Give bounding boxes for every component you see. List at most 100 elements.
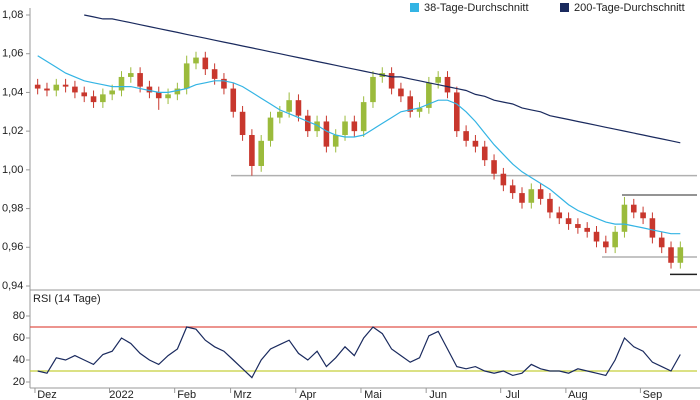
rsi-title: RSI (14 Tage) <box>33 293 101 305</box>
candle-body <box>407 96 414 112</box>
candle-body <box>481 146 488 161</box>
candle-body <box>575 224 581 228</box>
candle-body <box>463 131 469 141</box>
x-tick-label: 2022 <box>109 389 133 400</box>
candle-body <box>370 76 376 103</box>
candle-body <box>277 111 283 118</box>
candle-body <box>314 121 320 132</box>
candle-body <box>603 241 609 248</box>
candle-body <box>109 90 115 95</box>
candle-body <box>286 100 292 112</box>
candle-body <box>230 88 237 112</box>
y-tick-label: 40 <box>13 354 25 366</box>
candle-body <box>621 204 628 232</box>
candle-body <box>593 231 600 242</box>
candle-body <box>239 111 246 136</box>
candle-body <box>332 135 339 147</box>
line-series <box>37 326 681 379</box>
candle-body <box>426 82 432 108</box>
candle-body <box>519 193 525 203</box>
candle-body <box>323 121 330 147</box>
candle-body <box>128 73 134 77</box>
candle-body <box>556 212 563 219</box>
candle-body <box>649 218 656 238</box>
candle-body <box>388 73 395 89</box>
candle-body <box>630 204 637 213</box>
candle-body <box>118 76 125 91</box>
candle-body <box>211 69 218 79</box>
x-tick-label: Feb <box>177 389 196 400</box>
y-tick-label: 1,06 <box>2 48 23 60</box>
candle-body <box>677 247 684 263</box>
candle-body <box>258 140 264 166</box>
candle-body <box>528 189 535 203</box>
y-tick-label: 1,02 <box>2 125 23 137</box>
line-series <box>84 14 681 144</box>
candle-body <box>267 117 274 141</box>
candle-body <box>81 92 88 97</box>
y-tick-label: 0,96 <box>2 241 23 253</box>
candle-body <box>249 135 255 166</box>
candle-body <box>658 237 665 248</box>
candle-body <box>472 140 479 147</box>
candle-body <box>295 100 302 116</box>
y-tick-label: 60 <box>13 332 25 344</box>
y-tick-label: 1,08 <box>2 9 23 21</box>
candle-body <box>509 185 516 194</box>
y-tick-label: 1,00 <box>2 164 23 176</box>
candle-body <box>44 88 50 91</box>
candle-body <box>34 84 41 89</box>
y-tick-label: 0,98 <box>2 202 23 214</box>
y-tick-label: 0,94 <box>2 280 23 292</box>
candle-body <box>90 96 97 103</box>
legend-label: 200-Tage-Durchschnitt <box>574 2 685 14</box>
candle-body <box>537 189 544 199</box>
candle-body <box>351 121 358 132</box>
legend-label: 38-Tage-Durchschnitt <box>424 2 529 14</box>
x-tick-label: Aug <box>568 389 588 400</box>
x-tick-label: Jul <box>506 389 520 400</box>
candle-body <box>193 57 199 64</box>
y-tick-label: 20 <box>13 376 25 388</box>
candle-body <box>640 212 646 219</box>
y-tick-label: 1,04 <box>2 86 23 98</box>
candle-body <box>416 107 423 112</box>
candle-body <box>174 88 181 95</box>
x-tick-label: Jun <box>429 389 447 400</box>
legend-swatch <box>410 3 419 12</box>
x-tick-label: Mai <box>364 389 382 400</box>
candle-body <box>137 73 143 87</box>
x-tick-label: Mrz <box>233 389 251 400</box>
candle-body <box>612 231 618 248</box>
candle-body <box>500 173 507 186</box>
candle-body <box>491 160 497 174</box>
candle-body <box>360 102 367 132</box>
candle-body <box>444 76 451 93</box>
candle-body <box>565 218 572 225</box>
candle-body <box>72 86 78 93</box>
candle-body <box>202 57 209 70</box>
x-tick-label: Sep <box>643 389 663 400</box>
candle-body <box>165 94 171 99</box>
candle-body <box>435 76 441 83</box>
candle-body <box>146 86 153 93</box>
x-tick-label: Dez <box>37 389 57 400</box>
line-series <box>37 55 681 235</box>
candle-body <box>155 92 162 99</box>
candle-body <box>584 227 590 232</box>
candle-body <box>304 115 311 132</box>
y-tick-label: 80 <box>13 310 25 322</box>
candle-body <box>221 78 227 89</box>
x-tick-label: Apr <box>299 389 316 400</box>
candle-body <box>454 92 460 132</box>
candle-body <box>668 247 674 263</box>
candle-body <box>398 88 404 97</box>
candle-body <box>62 84 69 87</box>
candle-body <box>547 198 553 213</box>
candle-body <box>53 84 60 91</box>
candle-body <box>342 121 348 136</box>
candle-body <box>100 94 106 103</box>
legend-swatch <box>560 3 569 12</box>
candle-body <box>183 63 190 89</box>
